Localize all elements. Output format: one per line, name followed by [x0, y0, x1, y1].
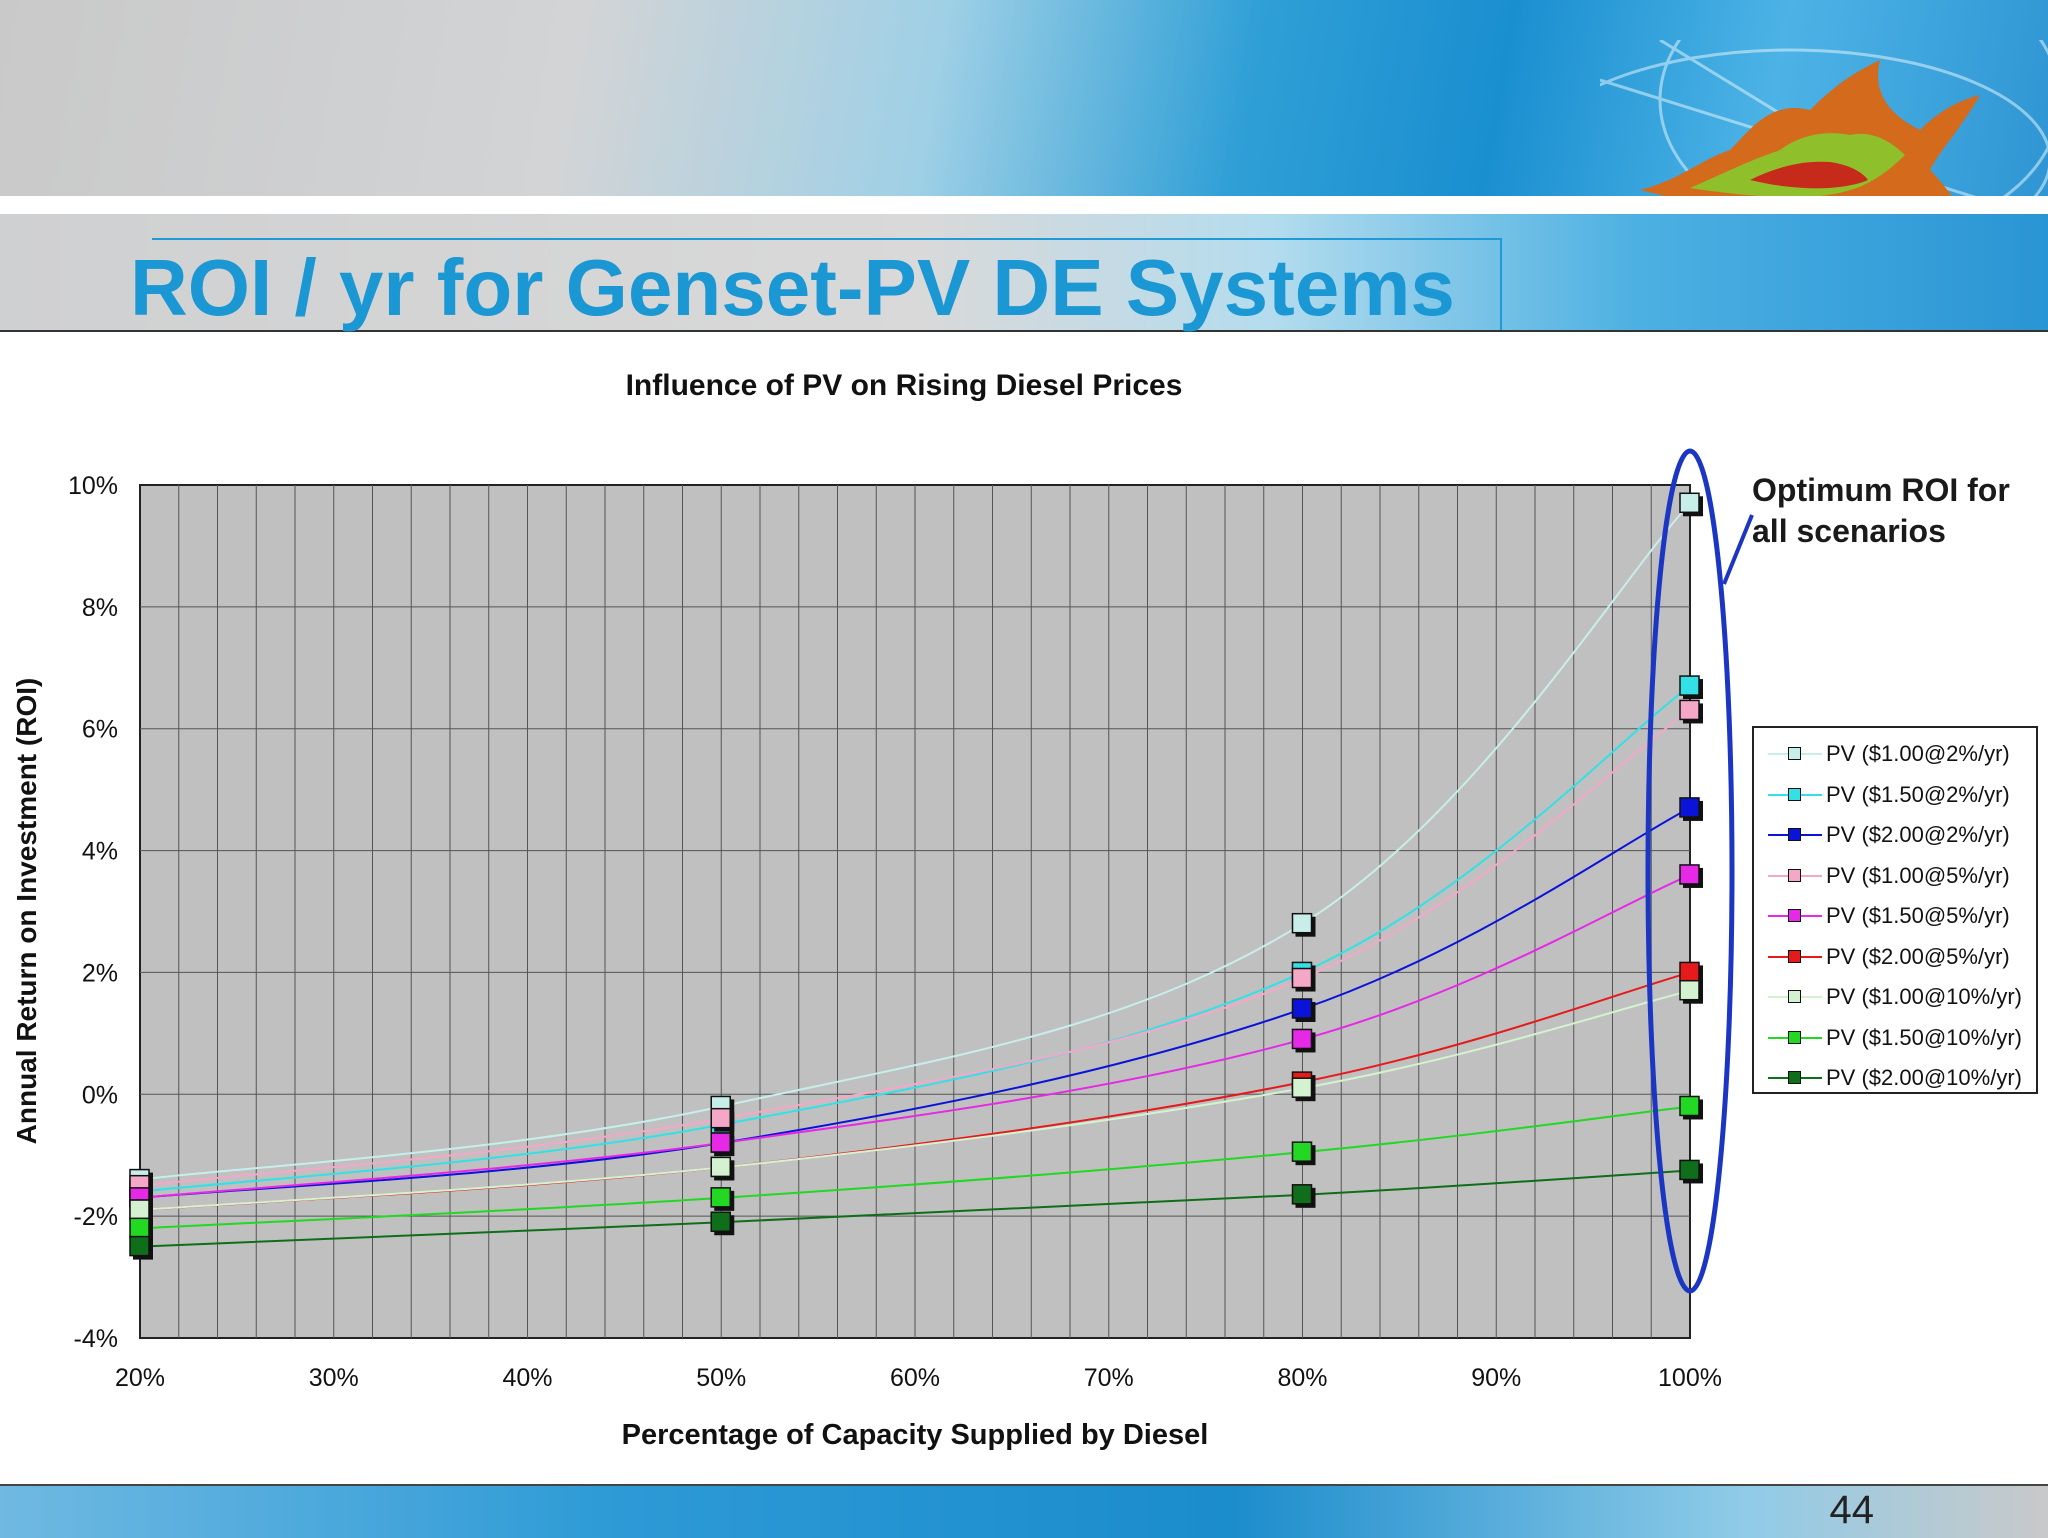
y-tick-label: 0%: [82, 1081, 118, 1109]
optimum-roi-callout: Optimum ROI for all scenarios: [1752, 472, 2010, 549]
series-marker: [1291, 1028, 1313, 1050]
x-axis-label: Percentage of Capacity Supplied by Diese…: [622, 1419, 1209, 1451]
legend-label: PV ($1.50@10%/yr): [1826, 1024, 2022, 1050]
y-tick-label: 10%: [68, 472, 118, 500]
series-marker: [1291, 1184, 1313, 1205]
series-marker: [1679, 864, 1700, 885]
series-marker: [129, 1199, 150, 1220]
series-marker: [710, 1107, 731, 1129]
x-tick-label: 30%: [309, 1364, 359, 1392]
y-axis-tick-labels: 10% 8% 6% 4% 2% 0% -2% -4%: [68, 472, 118, 1353]
y-axis-label: Annual Return on Investment (ROI): [11, 678, 42, 1145]
x-tick-label: 80%: [1277, 1364, 1327, 1392]
y-tick-label: 8%: [82, 594, 118, 622]
series-marker: [1679, 979, 1700, 1001]
legend-swatch: [1764, 866, 1826, 886]
legend-item: PV ($1.50@5%/yr): [1764, 896, 2036, 937]
series-marker: [129, 1217, 150, 1239]
legend-item: PV ($1.50@2%/yr): [1764, 775, 2036, 816]
series-line: [139, 874, 1691, 1199]
x-tick-label: 70%: [1084, 1364, 1134, 1392]
page-number: 44: [1829, 1488, 1875, 1532]
legend-label: PV ($2.00@10%/yr): [1826, 1065, 2022, 1091]
series-marker: [1679, 1095, 1700, 1117]
horizontal-gridlines: [140, 606, 1690, 1217]
series-line: [139, 502, 1691, 1181]
legend-label: PV ($1.00@10%/yr): [1826, 984, 2022, 1010]
series-marker: [710, 1156, 731, 1178]
x-tick-label: 90%: [1471, 1364, 1521, 1392]
legend-swatch: [1764, 1068, 1826, 1088]
legend-label: PV ($2.00@2%/yr): [1826, 822, 2010, 848]
series-line: [139, 1105, 1691, 1230]
roi-line-chart: Influence of PV on Rising Diesel Prices …: [11, 369, 1754, 1451]
series-line: [139, 807, 1691, 1199]
slide-footer: [0, 1484, 2048, 1538]
series-marker: [1679, 797, 1700, 818]
x-tick-label: 100%: [1658, 1364, 1722, 1392]
series-line: [139, 989, 1691, 1212]
legend-swatch: [1764, 744, 1826, 764]
series-lines: [139, 502, 1691, 1248]
legend-swatch: [1764, 825, 1826, 845]
legend-item: PV ($1.00@10%/yr): [1764, 977, 2036, 1018]
x-tick-label: 50%: [696, 1364, 746, 1392]
page-title: ROI / yr for Genset-PV DE Systems: [130, 243, 1455, 332]
legend-item: PV ($2.00@5%/yr): [1764, 937, 2036, 978]
y-tick-label: 6%: [82, 716, 118, 744]
y-tick-label: -4%: [74, 1325, 118, 1353]
legend-item: PV ($2.00@2%/yr): [1764, 815, 2036, 856]
legend-label: PV ($1.50@5%/yr): [1826, 903, 2010, 929]
x-tick-label: 40%: [502, 1364, 552, 1392]
slide-header: [0, 0, 2048, 332]
y-tick-label: 4%: [82, 838, 118, 866]
chart-legend: PV ($1.00@2%/yr) PV ($1.50@2%/yr) PV ($2.0…: [1752, 726, 2038, 1094]
series-marker: [1291, 912, 1313, 934]
series-marker: [710, 1132, 731, 1153]
legend-label: PV ($1.00@5%/yr): [1826, 862, 2010, 888]
legend-item: PV ($2.00@10%/yr): [1764, 1058, 2036, 1099]
optimum-roi-ellipse: [1645, 448, 1735, 1294]
series-marker: [1291, 1141, 1313, 1162]
series-marker: [710, 1211, 731, 1232]
series-marker: [1291, 967, 1313, 989]
chart-title: Influence of PV on Rising Diesel Prices: [626, 369, 1183, 402]
series-marker: [129, 1235, 150, 1257]
legend-swatch: [1764, 947, 1826, 967]
series-marker: [710, 1187, 731, 1208]
series-marker: [1291, 998, 1313, 1019]
legend-label: PV ($1.00@2%/yr): [1826, 741, 2010, 767]
legend-swatch: [1764, 906, 1826, 926]
series-line: [139, 709, 1691, 1187]
legend-item: PV ($1.00@2%/yr): [1764, 734, 2036, 775]
legend-item: PV ($1.50@10%/yr): [1764, 1018, 2036, 1059]
legend-swatch: [1764, 987, 1826, 1007]
series-marker: [1679, 961, 1700, 983]
series-line: [139, 685, 1691, 1193]
legend-swatch: [1764, 785, 1826, 805]
legend-item: PV ($1.00@5%/yr): [1764, 856, 2036, 897]
x-axis-tick-labels: 20% 30% 40% 50% 60% 70% 80% 90% 100%: [115, 1364, 1722, 1392]
callout-pointer-line: [1722, 514, 1754, 585]
legend-label: PV ($2.00@5%/yr): [1826, 943, 2010, 969]
legend-label: PV ($1.50@2%/yr): [1826, 781, 2010, 807]
x-tick-label: 60%: [890, 1364, 940, 1392]
x-tick-label: 20%: [115, 1364, 165, 1392]
legend-swatch: [1764, 1028, 1826, 1048]
y-tick-label: 2%: [82, 959, 118, 987]
vertical-gridlines: [178, 485, 1652, 1338]
y-tick-label: -2%: [74, 1203, 118, 1231]
series-marker: [1679, 699, 1700, 721]
series-marker: [1679, 1159, 1700, 1181]
series-line: [139, 1169, 1691, 1248]
series-marker: [1679, 492, 1700, 514]
series-marker: [1291, 1077, 1313, 1098]
series-markers: [129, 492, 1703, 1260]
series-marker: [1679, 675, 1700, 696]
